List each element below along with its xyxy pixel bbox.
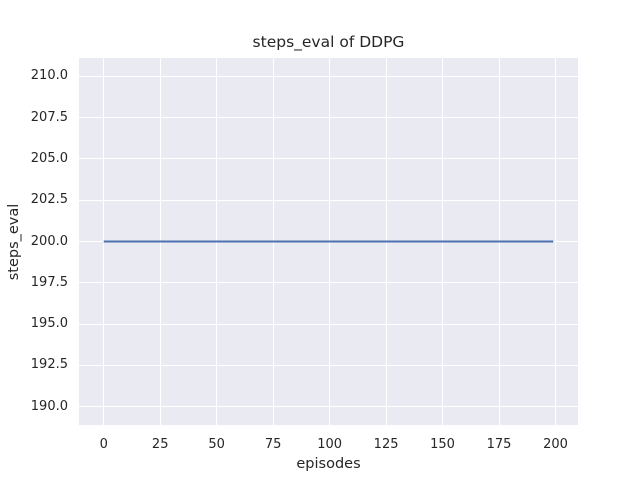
- horizontal-gridline: [79, 323, 578, 325]
- x-axis-label: episodes: [296, 456, 361, 472]
- y-tick-label: 192.5: [30, 357, 68, 373]
- horizontal-gridline: [79, 364, 578, 366]
- horizontal-gridline: [79, 199, 578, 201]
- y-tick-label: 197.5: [30, 274, 68, 290]
- y-tick-label: 210.0: [30, 68, 68, 84]
- x-tick-label: 25: [151, 437, 169, 452]
- chart-title: steps_eval of DDPG: [252, 33, 405, 51]
- x-tick-label: 125: [373, 437, 399, 452]
- x-tick-label: 100: [317, 437, 343, 452]
- y-tick-label: 195.0: [30, 316, 68, 332]
- y-tick-label: 207.5: [30, 109, 68, 125]
- horizontal-gridline: [79, 117, 578, 118]
- horizontal-gridline: [79, 282, 578, 284]
- plot-area: [79, 58, 578, 425]
- y-tick-label: 200.0: [30, 233, 68, 249]
- series-layer: [103, 240, 554, 243]
- y-tick-label: 205.0: [30, 150, 68, 166]
- y-tick-label: 190.0: [30, 398, 68, 414]
- x-tick-label: 150: [430, 437, 455, 452]
- x-tick-label: 175: [486, 437, 512, 452]
- x-tick-label: 200: [543, 437, 568, 452]
- y-axis-label: steps_eval: [6, 203, 22, 281]
- x-tick-label: 50: [208, 437, 225, 452]
- horizontal-gridline: [79, 75, 578, 77]
- horizontal-gridline: [79, 406, 578, 408]
- x-tick-label: 0: [99, 437, 108, 452]
- x-tick-label: 75: [264, 437, 282, 452]
- horizontal-gridline: [79, 158, 578, 160]
- y-tick-label: 202.5: [30, 192, 68, 208]
